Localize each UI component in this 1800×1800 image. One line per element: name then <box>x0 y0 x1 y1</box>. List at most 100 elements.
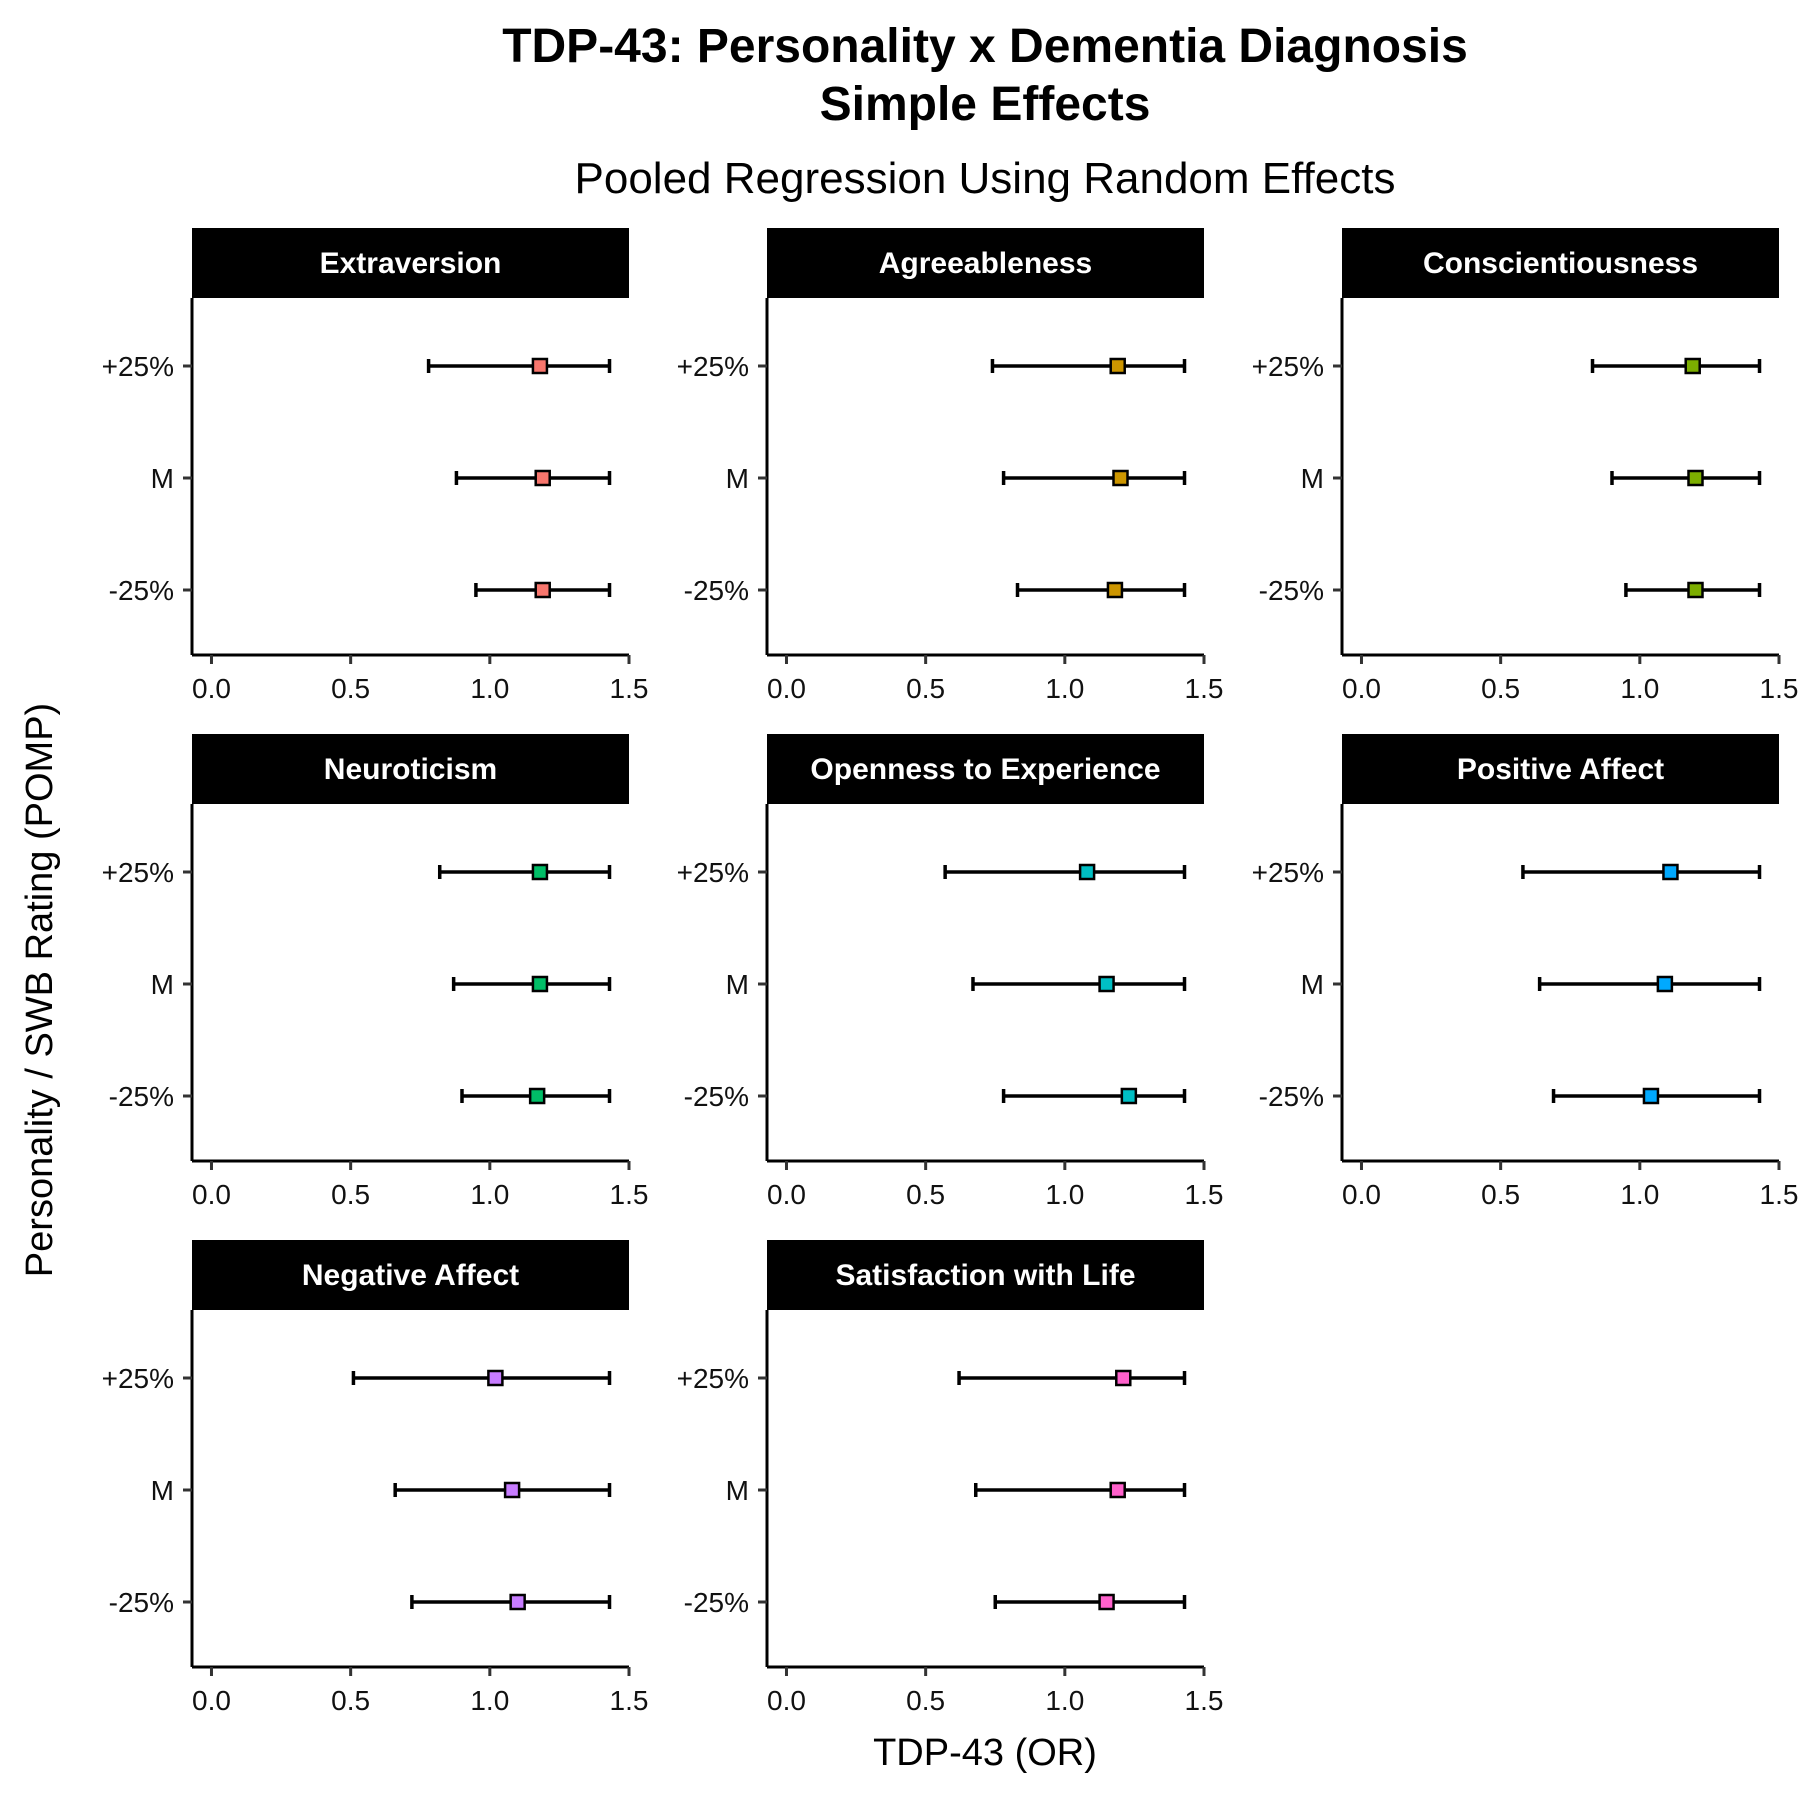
panel-title: Neuroticism <box>324 753 497 786</box>
x-tick-label: 1.5 <box>1760 1179 1799 1210</box>
point-estimate <box>1662 863 1679 881</box>
y-tick-label: +25% <box>1252 857 1324 888</box>
panel-negative-affect: Negative Affect 0.0 0.5 1.0 1.5 +25% M -25% <box>102 1240 648 1716</box>
point-estimate <box>503 1481 521 1499</box>
x-tick-label: 0.0 <box>1342 673 1381 704</box>
point-estimate <box>1656 975 1674 993</box>
panel-title: Positive Affect <box>1457 753 1664 786</box>
x-tick-label: 1.0 <box>1620 673 1659 704</box>
x-tick-label: 0.5 <box>331 1685 370 1716</box>
y-tick-label: +25% <box>677 351 749 382</box>
panel-agreeableness: Agreeableness 0.0 0.5 1.0 1.5 +25% M -25% <box>677 228 1223 704</box>
y-tick-label: +25% <box>102 351 174 382</box>
y-tick-label: M <box>1301 463 1324 494</box>
chart-title: TDP-43: Personality x Dementia Diagnosis <box>502 20 1468 73</box>
x-tick-label: 1.5 <box>1760 673 1799 704</box>
y-tick-label: M <box>1301 969 1324 1000</box>
panel-title: Agreeableness <box>879 247 1092 280</box>
point-estimate <box>1106 581 1124 599</box>
point-estimate <box>1115 1369 1132 1387</box>
point-estimate <box>1098 1593 1115 1611</box>
x-tick-label: 1.0 <box>1045 1179 1084 1210</box>
panel-strip <box>767 1240 1204 1310</box>
panel-strip <box>767 228 1204 298</box>
x-tick-label: 0.0 <box>192 673 231 704</box>
y-tick-label: M <box>151 969 174 1000</box>
panel-title: Extraversion <box>320 247 502 280</box>
panel-title: Conscientiousness <box>1423 247 1698 280</box>
y-tick-label: -25% <box>109 1587 174 1618</box>
y-tick-label: +25% <box>1252 351 1324 382</box>
x-tick-label: 0.5 <box>906 673 945 704</box>
x-tick-label: 0.5 <box>906 1179 945 1210</box>
y-tick-label: -25% <box>1259 1081 1324 1112</box>
panel-strip <box>192 734 629 804</box>
point-estimate <box>1684 357 1701 375</box>
point-estimate <box>531 357 549 375</box>
point-estimate <box>534 581 551 599</box>
y-axis-title: Personality / SWB Rating (POMP) <box>19 703 61 1277</box>
x-tick-label: 0.0 <box>767 673 806 704</box>
panel-extraversion: Extraversion 0.0 0.5 1.0 1.5 +25% M -25% <box>102 228 649 704</box>
y-tick-label: -25% <box>109 575 174 606</box>
point-estimate <box>1109 357 1126 375</box>
y-tick-label: +25% <box>677 1363 749 1394</box>
y-tick-label: -25% <box>684 1587 749 1618</box>
panel-strip <box>192 1240 629 1310</box>
y-tick-label: -25% <box>109 1081 174 1112</box>
point-estimate <box>1078 863 1096 881</box>
point-estimate <box>1098 975 1115 993</box>
point-estimate <box>531 975 549 993</box>
point-estimate <box>487 1369 504 1387</box>
y-tick-label: +25% <box>677 857 749 888</box>
point-estimate <box>1687 581 1704 599</box>
panel-strip <box>1342 228 1779 298</box>
point-estimate <box>1112 469 1129 487</box>
panel-openness-to-experience: Openness to Experience 0.0 0.5 1.0 1.5 +25% M -… <box>677 734 1224 1210</box>
x-tick-label: 1.0 <box>1045 673 1084 704</box>
panel-positive-affect: Positive Affect 0.0 0.5 1.0 1.5 +25% M -25% <box>1252 734 1799 1210</box>
x-tick-label: 1.0 <box>1045 1685 1084 1716</box>
x-tick-label: 1.5 <box>1185 1685 1224 1716</box>
panel-title: Negative Affect <box>302 1259 519 1292</box>
point-estimate <box>1120 1087 1138 1105</box>
x-tick-label: 1.0 <box>470 673 509 704</box>
panel-title: Openness to Experience <box>810 753 1160 786</box>
point-estimate <box>1642 1087 1660 1105</box>
y-tick-label: -25% <box>684 575 749 606</box>
x-tick-label: 1.0 <box>470 1179 509 1210</box>
x-tick-label: 0.0 <box>767 1685 806 1716</box>
x-tick-label: 1.0 <box>1620 1179 1659 1210</box>
point-estimate <box>1109 1481 1126 1499</box>
y-tick-label: +25% <box>102 1363 174 1394</box>
y-tick-label: -25% <box>1259 575 1324 606</box>
x-tick-label: 0.5 <box>331 1179 370 1210</box>
x-tick-label: 1.5 <box>1185 1179 1224 1210</box>
chart-title-line2: Simple Effects <box>820 78 1151 131</box>
x-tick-label: 0.5 <box>1481 673 1520 704</box>
x-tick-label: 0.0 <box>767 1179 806 1210</box>
x-tick-label: 0.5 <box>331 673 370 704</box>
panel-strip <box>192 228 629 298</box>
point-estimate <box>1687 469 1704 487</box>
x-tick-label: 0.0 <box>1342 1179 1381 1210</box>
x-tick-label: 0.5 <box>906 1685 945 1716</box>
x-tick-label: 1.5 <box>610 1179 649 1210</box>
panel-strip <box>1342 734 1779 804</box>
y-tick-label: M <box>151 1475 174 1506</box>
panel-neuroticism: Neuroticism 0.0 0.5 1.0 1.5 +25% M -25% <box>102 734 649 1210</box>
y-tick-label: +25% <box>102 857 174 888</box>
x-tick-label: 1.5 <box>610 673 649 704</box>
x-tick-label: 1.0 <box>470 1685 509 1716</box>
chart-subtitle: Pooled Regression Using Random Effects <box>575 154 1396 203</box>
panel-conscientiousness: Conscientiousness 0.0 0.5 1.0 1.5 +25% M -25% <box>1252 228 1799 704</box>
point-estimate <box>528 1087 546 1105</box>
y-tick-label: M <box>151 463 174 494</box>
y-tick-label: M <box>726 463 749 494</box>
panel-title: Satisfaction with Life <box>835 1259 1135 1292</box>
point-estimate <box>509 1593 526 1611</box>
panel-strip <box>767 734 1204 804</box>
x-axis-title: TDP-43 (OR) <box>873 1732 1097 1774</box>
point-estimate <box>534 469 551 487</box>
